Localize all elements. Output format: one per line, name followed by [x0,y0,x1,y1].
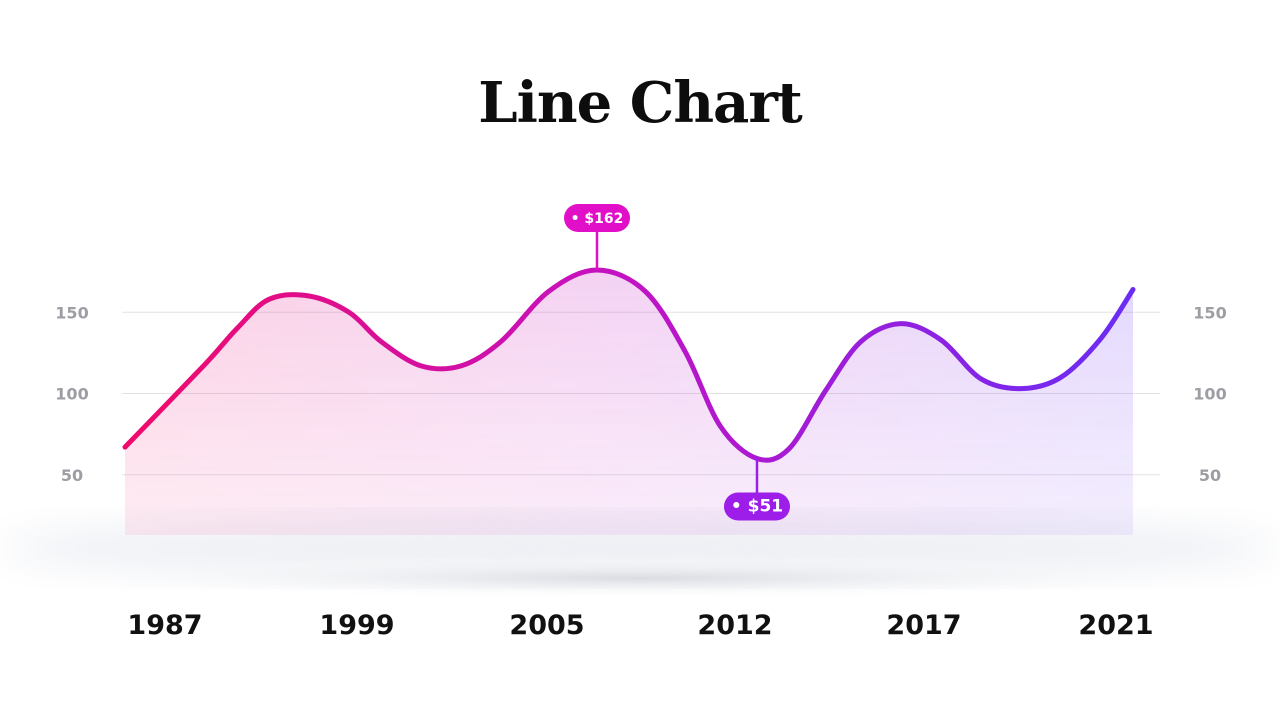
x-category-label: 2021 [1078,610,1153,641]
series-line [122,267,1136,463]
y-tick-label-left: 150 [55,303,88,322]
area-fill-shape [125,270,1133,535]
line-series [122,267,1136,463]
y-tick-label-right: 150 [1193,303,1226,322]
annotation-callout: • $162 [564,204,630,270]
left-axis: 50 100 150 [55,303,88,485]
page-title: Line Chart [478,70,802,136]
annotation-callout: • $51 [724,458,790,521]
x-category-label: 2012 [697,610,772,641]
x-category-label: 1987 [127,610,202,641]
y-tick-label-left: 50 [61,466,83,485]
y-tick-label-right: 50 [1199,466,1221,485]
annotation-label: • $162 [571,211,624,227]
y-tick-label-left: 100 [55,385,88,404]
annotation-label: • $51 [731,497,783,517]
x-category-label: 2005 [509,610,584,641]
x-category-label: 1999 [319,610,394,641]
y-tick-label-right: 100 [1193,385,1226,404]
right-axis: 50 100 150 [1193,303,1226,485]
x-category-label: 2017 [886,610,961,641]
x-axis: 1987 1999 2005 2012 2017 2021 [127,610,1153,641]
annotation-badge [724,492,790,521]
annotation-badge [564,204,630,232]
area-fill [125,270,1133,535]
annotations: • $162 • $51 [564,204,790,521]
